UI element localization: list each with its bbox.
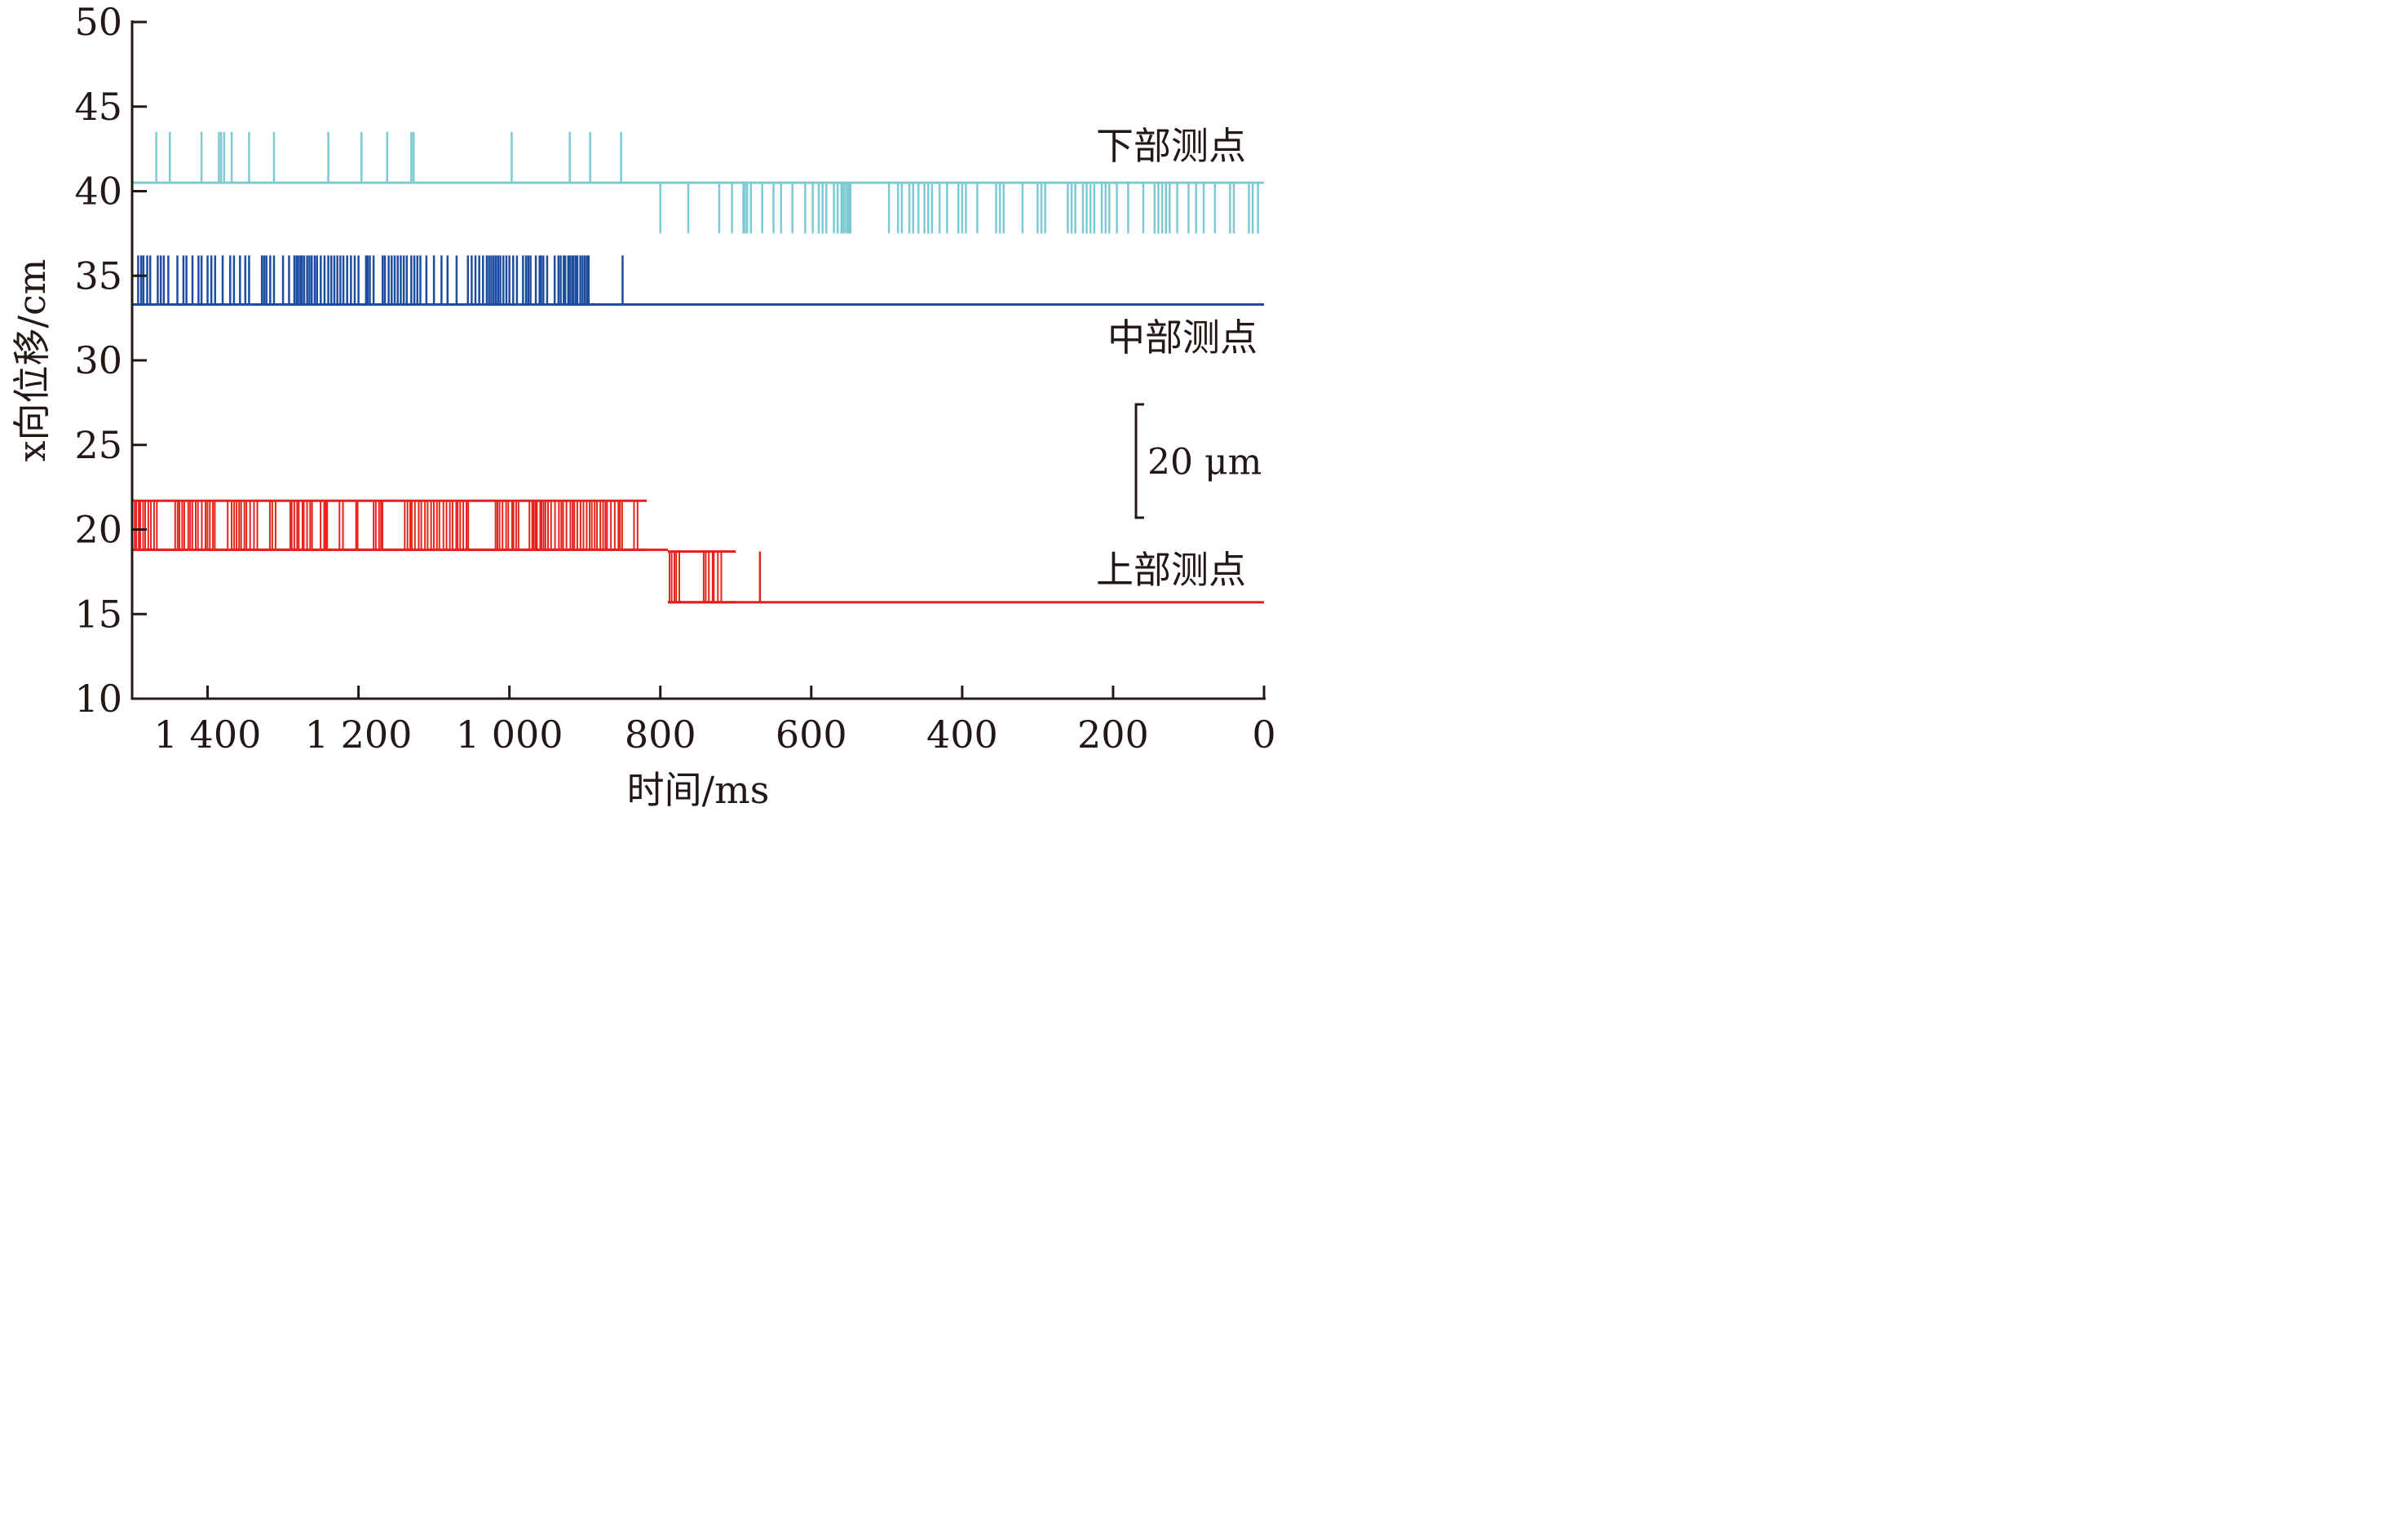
x-tick-label: 600 [776,713,847,757]
series-1 [132,131,1264,234]
x-tick-label: 1 400 [154,713,262,757]
y-axis-title: x向位移/cm [10,259,54,462]
x-tick-label: 400 [926,713,998,757]
displacement-chart: 50 45 40 35 30 25 20 15 10 1 400 1 200 1 000 800 600 4… [10,0,1276,810]
series-2 [132,255,1264,307]
y-tick-label: 50 [74,0,122,44]
series-label-1: 下部测点 [1096,124,1246,168]
y-tick-label: 30 [74,338,122,382]
series-label-2: 中部测点 [1107,316,1257,360]
labels: 50 45 40 35 30 25 20 15 10 1 400 1 200 1 000 800 600 4… [10,0,1276,810]
x-tick-label: 1 200 [305,713,413,757]
x-tick-label: 1 000 [456,713,564,757]
plot-marks [132,131,1264,604]
scale-bar-label: 20 μm [1147,441,1262,483]
y-tick-label: 25 [74,423,122,467]
scale-bar [1134,403,1144,519]
y-tick-label: 45 [74,85,122,129]
y-tick-label: 40 [74,170,122,214]
y-tick-label: 35 [74,254,122,298]
y-tick-label: 20 [74,508,122,552]
series-3 [132,499,1264,604]
x-axis-title: 时间/ms [627,768,770,810]
x-tick-label: 800 [625,713,696,757]
y-tick-label: 15 [74,592,122,636]
y-tick-label: 10 [74,677,122,721]
series-label-3: 上部测点 [1096,548,1246,592]
x-tick-label: 200 [1077,713,1149,757]
axes [130,20,1266,700]
x-tick-label: 0 [1252,713,1275,757]
